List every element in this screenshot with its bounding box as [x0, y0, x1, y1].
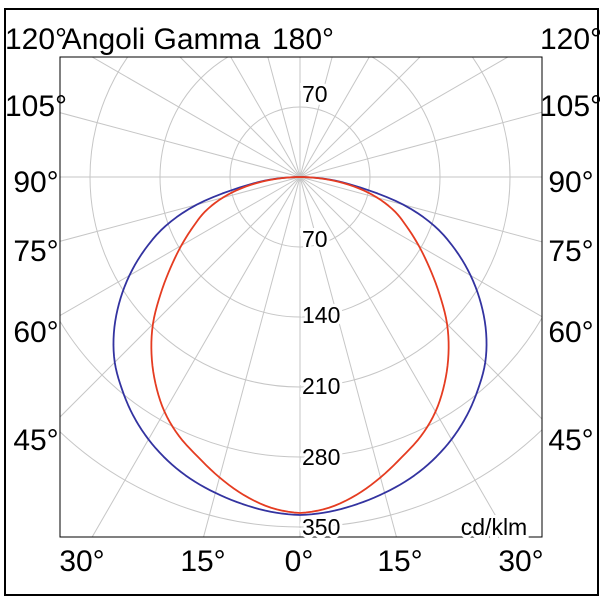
plot-frame — [59, 56, 543, 538]
grid-spoke — [299, 176, 542, 420]
gamma-angle-label-bottom: 0° — [285, 545, 314, 578]
radial-tick-label: 210 — [302, 373, 340, 399]
gamma-angle-label-bottom: 15° — [180, 545, 225, 578]
gamma-angle-label-right: 120° — [540, 23, 600, 56]
grid-spoke — [299, 176, 542, 243]
unit-label: cd/klm — [461, 514, 527, 540]
chart-title: Angoli Gamma — [62, 23, 261, 56]
gamma-angle-label-bottom: 30° — [498, 545, 543, 578]
gamma-angle-label-top: 180° — [272, 23, 334, 56]
grid-spoke — [60, 112, 301, 178]
grid-spoke — [299, 57, 509, 178]
gamma-angle-label-left: 90° — [13, 166, 58, 199]
chart-labels: Angoli Gamma 180° 120° 105° 90° 75° 60° 45° 120°… — [5, 23, 600, 578]
gamma-angle-label-right: 90° — [548, 166, 593, 199]
grid-spoke — [179, 57, 301, 178]
curve-blue — [112, 176, 488, 516]
radial-tick-label: 140 — [302, 302, 340, 328]
gamma-angle-label-left: 45° — [13, 424, 58, 457]
radial-tick-label: 70 — [302, 226, 328, 252]
radial-tick-label: 70 — [302, 81, 328, 107]
gamma-angle-label-bottom: 15° — [377, 545, 422, 578]
gamma-angle-label-left: 105° — [5, 90, 67, 123]
grid-circle — [89, 57, 511, 388]
grid-spoke — [299, 57, 421, 178]
curve-red — [150, 176, 450, 514]
grid-spoke — [299, 57, 333, 178]
grid-spoke — [299, 57, 370, 178]
gamma-angle-label-left: 60° — [13, 316, 58, 349]
grid-spoke — [230, 57, 301, 178]
gamma-angle-label-left: 75° — [13, 235, 58, 268]
grid-circle — [229, 106, 371, 248]
grid-circle — [60, 429, 542, 528]
gamma-angle-label-right: 75° — [548, 235, 593, 268]
grid-spoke — [91, 57, 301, 178]
intensity-curves — [112, 176, 488, 516]
grid-circle — [159, 57, 441, 318]
grid-spoke — [60, 176, 301, 418]
grid-circles — [60, 57, 542, 528]
grid-spoke — [60, 176, 301, 242]
radial-tick-label: 280 — [302, 444, 340, 470]
gamma-angle-label-left: 120° — [5, 23, 67, 56]
page-border — [4, 8, 599, 596]
grid-circle — [60, 316, 542, 458]
gamma-angle-label-right: 60° — [548, 316, 593, 349]
gamma-angle-label-right: 105° — [540, 90, 600, 123]
grid-spoke — [299, 176, 542, 318]
radial-tick-label: 350 — [302, 514, 340, 540]
grid-spoke — [60, 176, 301, 317]
grid-spoke — [267, 57, 301, 178]
gamma-angle-label-right: 45° — [548, 424, 593, 457]
grid-spoke — [299, 111, 542, 178]
gamma-angle-label-bottom: 30° — [59, 545, 104, 578]
